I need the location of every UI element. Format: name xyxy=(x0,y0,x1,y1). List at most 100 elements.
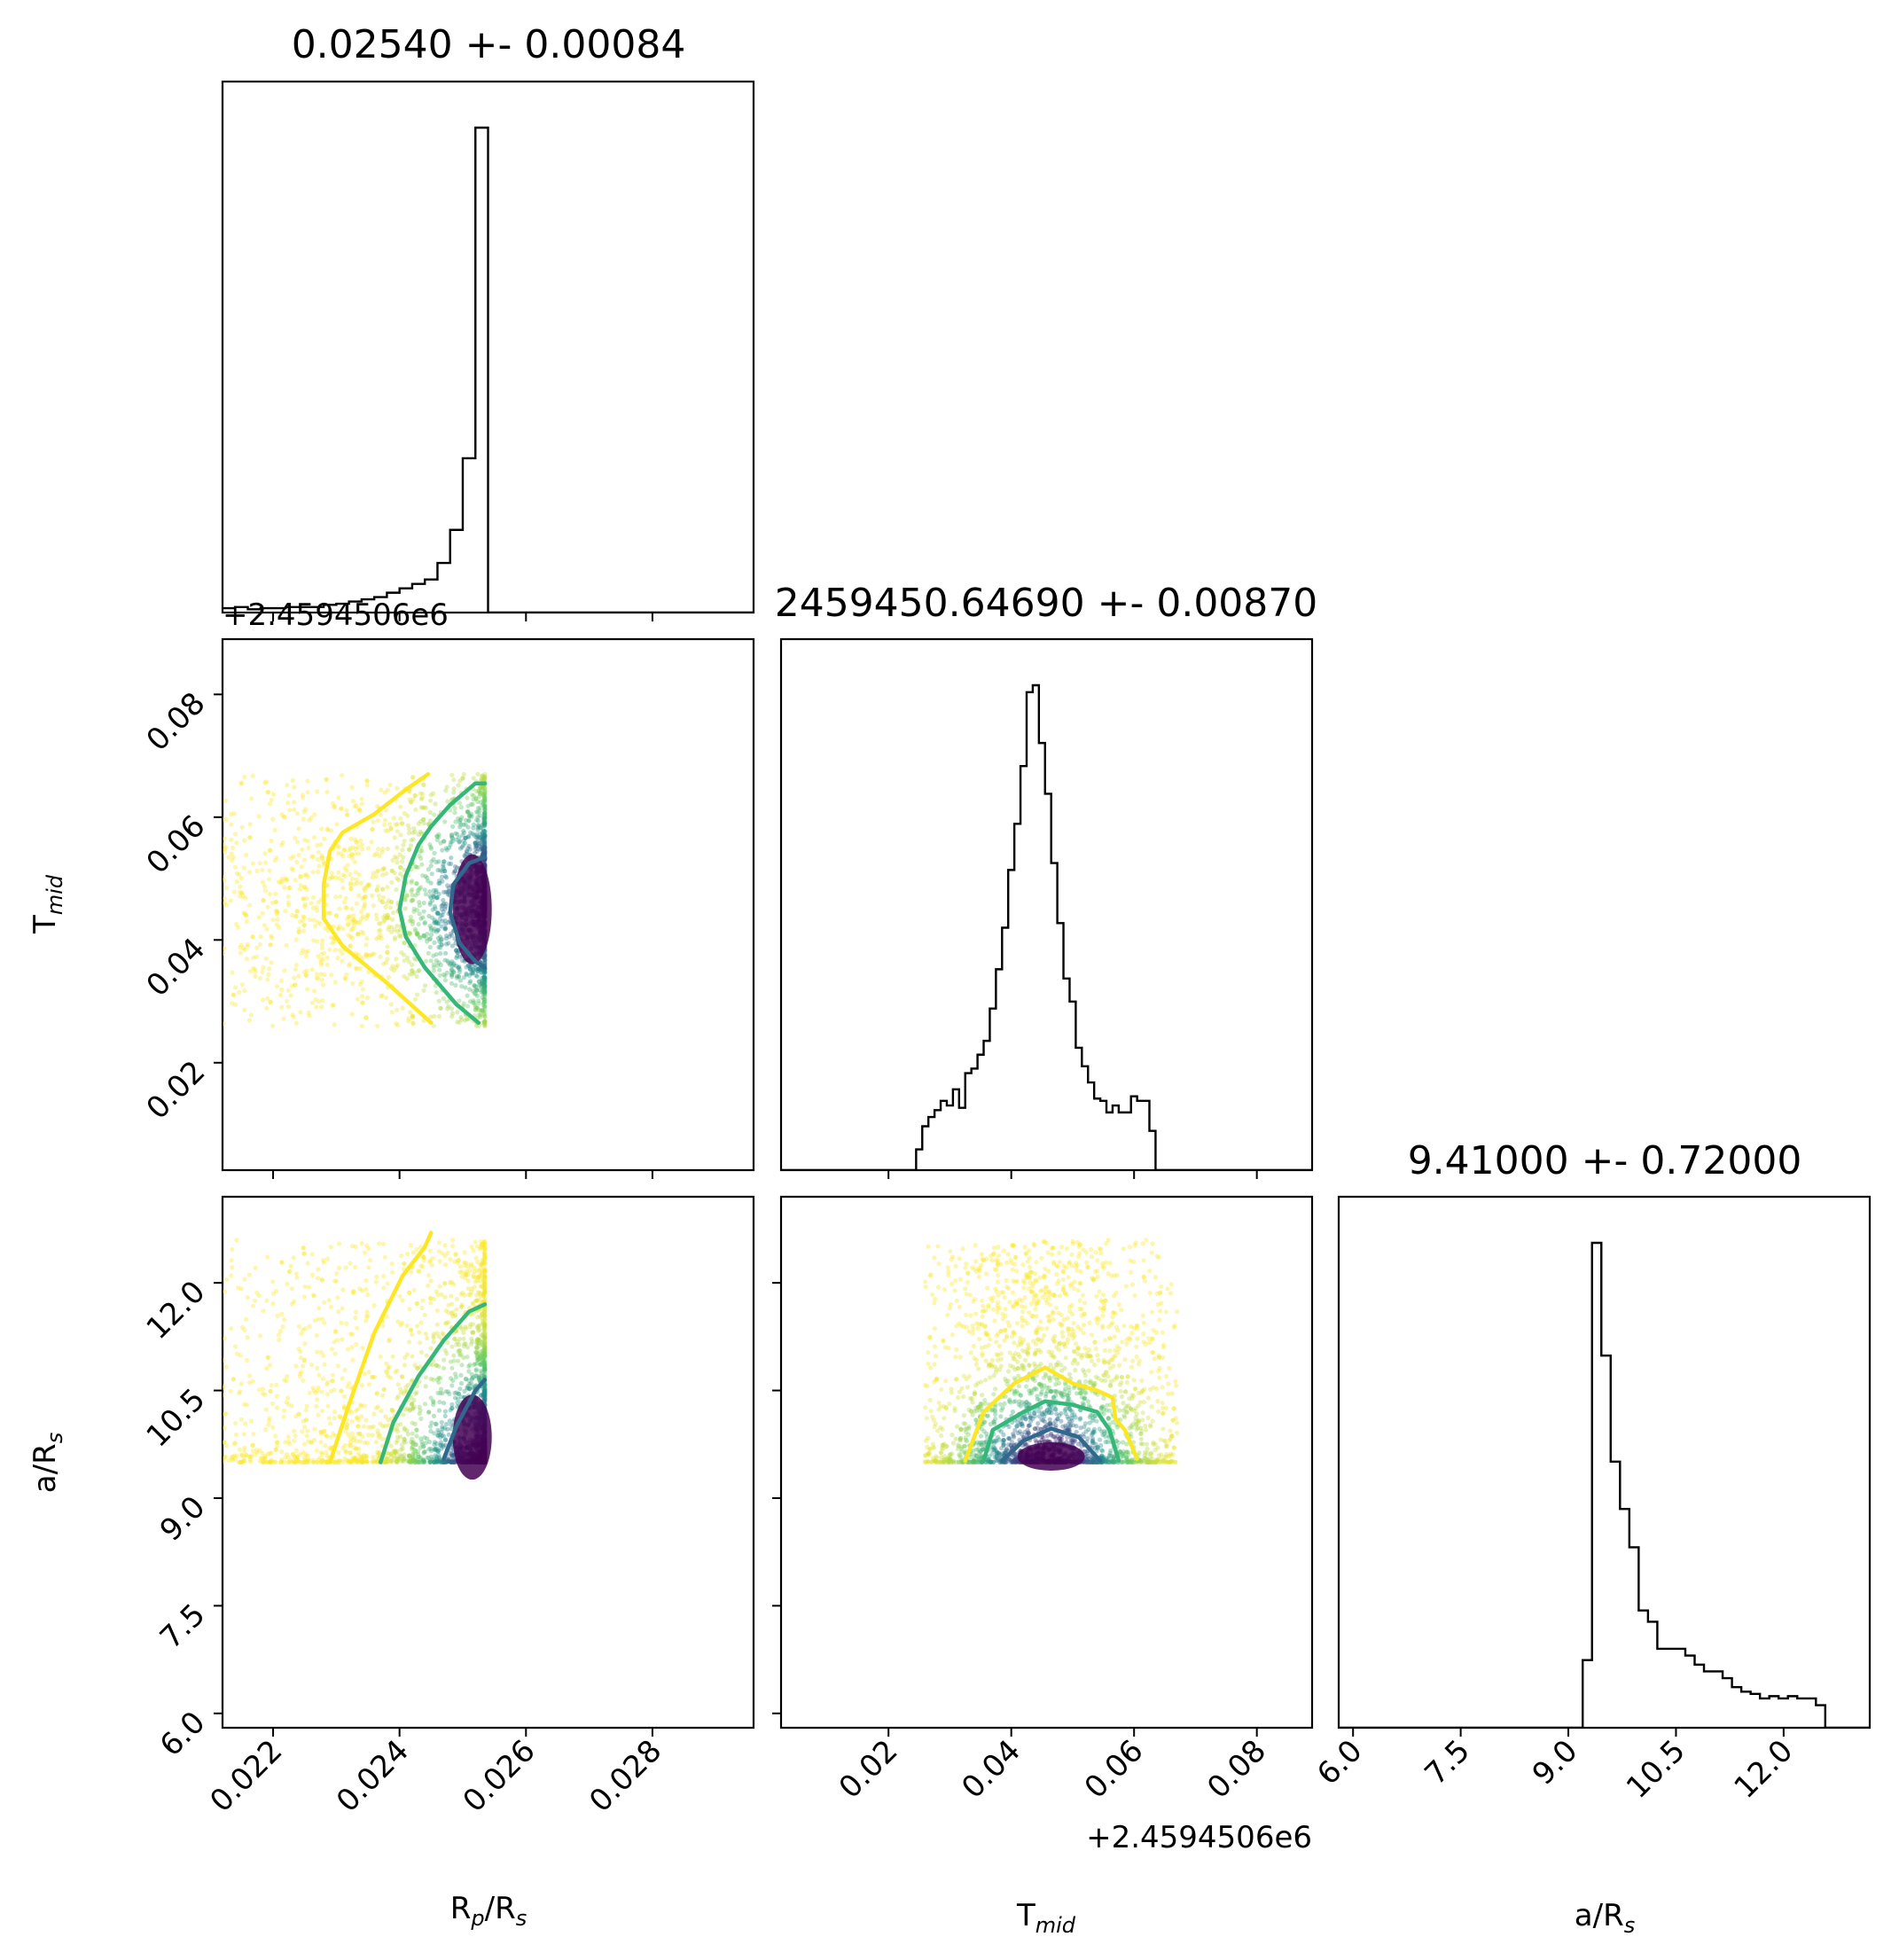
sample-point xyxy=(970,1265,975,1270)
sample-point xyxy=(482,1269,488,1274)
sample-point xyxy=(474,1354,480,1359)
sample-point xyxy=(482,798,488,803)
sample-point xyxy=(275,917,280,922)
sample-point xyxy=(348,886,354,892)
sample-point xyxy=(274,855,279,861)
sample-point xyxy=(250,1303,256,1308)
sample-point xyxy=(926,1459,931,1464)
sample-point xyxy=(377,1241,382,1246)
sample-point xyxy=(1005,1378,1011,1384)
sample-point xyxy=(1154,1457,1160,1463)
sample-point xyxy=(438,962,443,968)
sample-point xyxy=(387,1364,392,1370)
sample-point xyxy=(284,877,289,883)
sample-point xyxy=(344,905,349,910)
sample-point xyxy=(479,1270,485,1276)
sample-point xyxy=(293,1020,299,1026)
sample-point xyxy=(436,944,442,949)
sample-point xyxy=(479,980,485,986)
sample-point xyxy=(333,1329,339,1334)
sample-point xyxy=(238,1452,244,1457)
sample-point xyxy=(456,974,462,980)
sample-point xyxy=(402,906,408,911)
sample-point xyxy=(379,849,385,855)
sample-point xyxy=(446,886,451,891)
sample-point xyxy=(481,1364,488,1370)
sample-point xyxy=(223,847,228,852)
sample-point xyxy=(481,1240,486,1245)
sample-point xyxy=(382,1424,388,1429)
sample-point xyxy=(309,1440,314,1445)
sample-point xyxy=(380,847,386,852)
sample-point xyxy=(481,1011,487,1018)
sample-point xyxy=(449,832,455,838)
sample-point xyxy=(474,1352,481,1357)
sample-point xyxy=(432,1296,437,1302)
sample-point xyxy=(442,978,448,983)
sample-point xyxy=(265,1355,270,1360)
sample-point xyxy=(434,895,440,901)
sample-point xyxy=(244,1357,249,1363)
sample-point xyxy=(410,1354,415,1359)
sample-point xyxy=(285,1373,290,1379)
sample-point xyxy=(482,802,488,808)
sample-point xyxy=(449,1006,455,1011)
sample-point xyxy=(466,1378,472,1383)
sample-point xyxy=(239,1453,245,1458)
sample-point xyxy=(385,1456,390,1461)
sample-point xyxy=(336,926,341,932)
sample-point xyxy=(445,799,450,804)
sample-point xyxy=(482,1347,488,1352)
sample-point xyxy=(481,986,487,991)
sample-point xyxy=(482,1274,488,1280)
sample-point xyxy=(354,965,359,971)
sample-point xyxy=(481,832,488,838)
sample-point xyxy=(275,1440,280,1445)
sample-point xyxy=(450,835,456,841)
sample-point xyxy=(381,866,387,871)
sample-point xyxy=(382,817,388,823)
sample-point xyxy=(421,782,426,787)
sample-point xyxy=(390,1269,395,1275)
sample-point xyxy=(398,1422,403,1427)
sample-point xyxy=(324,962,330,967)
sample-point xyxy=(366,1265,371,1270)
sample-point xyxy=(348,880,353,886)
sample-point xyxy=(380,915,387,920)
sample-point xyxy=(349,785,355,791)
sample-point xyxy=(455,1019,460,1025)
sample-point xyxy=(474,1005,480,1011)
sample-point xyxy=(354,1341,359,1347)
sample-point xyxy=(460,776,465,781)
sample-point xyxy=(1011,1353,1016,1358)
sample-point xyxy=(442,873,448,879)
sample-point xyxy=(390,1354,395,1359)
sample-point xyxy=(481,1389,488,1394)
sample-point xyxy=(402,941,407,946)
sample-point xyxy=(231,811,237,816)
sample-point xyxy=(348,1435,354,1441)
sample-point xyxy=(418,934,423,940)
sample-point xyxy=(482,954,488,959)
sample-point xyxy=(229,1326,234,1331)
sample-point xyxy=(239,1324,245,1330)
sample-point xyxy=(431,1400,436,1405)
sample-point xyxy=(370,893,375,899)
sample-point xyxy=(1040,1287,1045,1292)
sample-point xyxy=(449,959,455,964)
sample-point xyxy=(414,1427,419,1433)
sample-point xyxy=(385,1370,390,1376)
sample-point xyxy=(475,836,481,841)
sample-point xyxy=(314,975,319,980)
sample-point xyxy=(394,1440,399,1446)
sample-point xyxy=(321,858,326,864)
sample-point xyxy=(1160,1459,1166,1465)
sample-point xyxy=(482,1321,488,1326)
sample-point xyxy=(418,1456,424,1462)
sample-point xyxy=(332,980,338,985)
sample-point xyxy=(356,1451,361,1456)
sample-point xyxy=(286,1459,292,1464)
sample-point xyxy=(254,868,260,874)
sample-point xyxy=(439,907,444,912)
sample-point xyxy=(482,810,488,816)
